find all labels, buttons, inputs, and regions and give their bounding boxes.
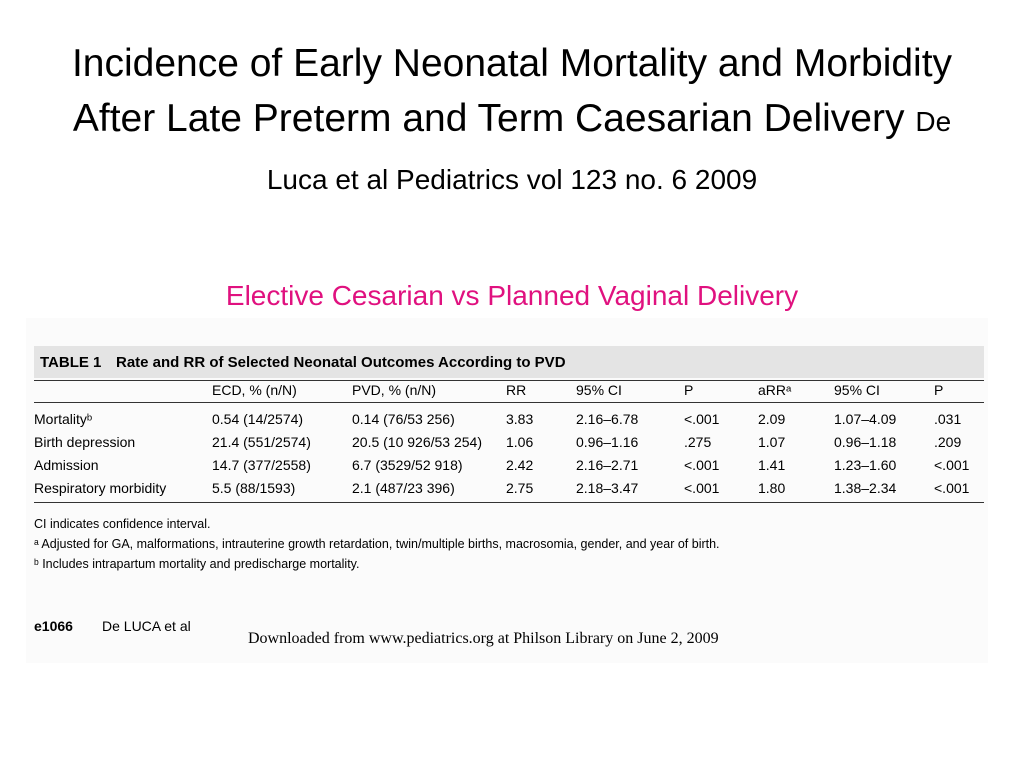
row-label: Mortalityᵇ bbox=[34, 411, 93, 427]
col-header-adj-p: P bbox=[934, 382, 944, 398]
table-cell: <.001 bbox=[684, 480, 720, 496]
table-cell: .275 bbox=[684, 434, 712, 450]
col-header-ecd: ECD, % (n/N) bbox=[212, 382, 297, 398]
footnote: CI indicates confidence interval. bbox=[34, 517, 211, 531]
table-cell: 2.16–2.71 bbox=[576, 457, 639, 473]
table-footnotes: CI indicates confidence interval. ᵃ Adju… bbox=[34, 514, 720, 574]
table-column-headers: ECD, % (n/N) PVD, % (n/N) RR 95% CI P aR… bbox=[34, 380, 984, 402]
col-header-p: P bbox=[684, 382, 694, 398]
table-cell: 6.7 (3529/52 918) bbox=[352, 457, 463, 473]
table-cell: 1.80 bbox=[758, 480, 786, 496]
table-cell: 1.38–2.34 bbox=[834, 480, 897, 496]
table-cell: 2.1 (487/23 396) bbox=[352, 480, 455, 496]
col-header-arr: aRRᵃ bbox=[758, 382, 792, 398]
table-cell: 0.96–1.16 bbox=[576, 434, 639, 450]
table-rule-top bbox=[34, 380, 984, 381]
table-rule-header bbox=[34, 402, 984, 403]
table-row: Admission 14.7 (377/2558) 6.7 (3529/52 9… bbox=[34, 454, 984, 476]
table-cell: <.001 bbox=[934, 480, 970, 496]
table-tag: TABLE 1 bbox=[40, 353, 102, 371]
table-cell: 2.18–3.47 bbox=[576, 480, 639, 496]
table-cell: .209 bbox=[934, 434, 962, 450]
table-header-bar: TABLE 1 Rate and RR of Selected Neonatal… bbox=[34, 346, 984, 378]
table-cell: 0.96–1.18 bbox=[834, 434, 897, 450]
table-cell: <.001 bbox=[684, 457, 720, 473]
table-cell: 1.07 bbox=[758, 434, 786, 450]
table-cell: 5.5 (88/1593) bbox=[212, 480, 296, 496]
col-header-ci: 95% CI bbox=[576, 382, 622, 398]
table-row: Respiratory morbidity 5.5 (88/1593) 2.1 … bbox=[34, 477, 984, 499]
table-row: Birth depression 21.4 (551/2574) 20.5 (1… bbox=[34, 431, 984, 453]
table-cell: 2.16–6.78 bbox=[576, 411, 639, 427]
table-cell: 20.5 (10 926/53 254) bbox=[352, 434, 482, 450]
row-label: Birth depression bbox=[34, 434, 136, 450]
table-cell: 2.42 bbox=[506, 457, 534, 473]
table-row: Mortalityᵇ 0.54 (14/2574) 0.14 (76/53 25… bbox=[34, 408, 984, 430]
table-cell: 1.23–1.60 bbox=[834, 457, 897, 473]
table-cell: 3.83 bbox=[506, 411, 534, 427]
table-cell: 2.75 bbox=[506, 480, 534, 496]
table-cell: 1.06 bbox=[506, 434, 534, 450]
footnote: ᵇ Includes intrapartum mortality and pre… bbox=[34, 557, 360, 571]
table-cell: 14.7 (377/2558) bbox=[212, 457, 311, 473]
table-cell: 2.09 bbox=[758, 411, 786, 427]
table-cell: 1.07–4.09 bbox=[834, 411, 897, 427]
slide-subtitle: Elective Cesarian vs Planned Vaginal Del… bbox=[225, 280, 799, 311]
slide-title-main: Incidence of Early Neonatal Mortality an… bbox=[71, 42, 953, 140]
download-note: Downloaded from www.pediatrics.org at Ph… bbox=[248, 630, 719, 647]
page-number: e1066 bbox=[34, 618, 73, 634]
table-cell: 0.54 (14/2574) bbox=[212, 411, 304, 427]
col-header-pvd: PVD, % (n/N) bbox=[352, 382, 437, 398]
table-cell: 0.14 (76/53 256) bbox=[352, 411, 455, 427]
footnote: ᵃ Adjusted for GA, malformations, intrau… bbox=[34, 537, 720, 551]
table-cell: .031 bbox=[934, 411, 962, 427]
table-cell: 1.41 bbox=[758, 457, 786, 473]
row-label: Admission bbox=[34, 457, 99, 473]
table-cell: <.001 bbox=[934, 457, 970, 473]
table-cell: 21.4 (551/2574) bbox=[212, 434, 311, 450]
table-cell: <.001 bbox=[684, 411, 720, 427]
slide-title: Incidence of Early Neonatal Mortality an… bbox=[40, 36, 984, 207]
slide-title-citation: De Luca et al Pediatrics vol 123 no. 6 2… bbox=[266, 106, 952, 195]
table-caption: Rate and RR of Selected Neonatal Outcome… bbox=[116, 353, 566, 371]
scanned-table-image: TABLE 1 Rate and RR of Selected Neonatal… bbox=[26, 318, 988, 663]
col-header-adj-ci: 95% CI bbox=[834, 382, 880, 398]
row-label: Respiratory morbidity bbox=[34, 480, 167, 496]
running-authors: De LUCA et al bbox=[102, 618, 191, 634]
table-rule-bottom bbox=[34, 502, 984, 503]
col-header-rr: RR bbox=[506, 382, 527, 398]
